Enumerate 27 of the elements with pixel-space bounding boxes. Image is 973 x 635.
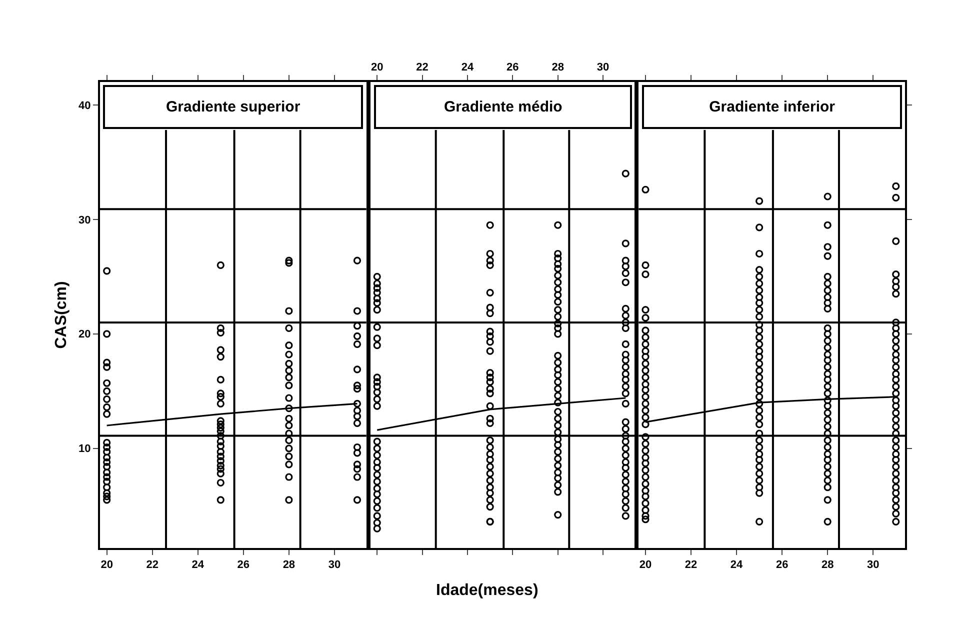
x-tick-label: 22 [146, 559, 158, 572]
x-tick-label: 26 [237, 559, 250, 572]
x-tick-label: 24 [192, 559, 205, 572]
x-tick-label: 22 [684, 559, 698, 572]
text: Gradiente inferior [709, 98, 836, 116]
text: Gradiente médio [444, 98, 562, 116]
x-tick-label: 28 [821, 559, 834, 572]
x-tick-label: 24 [461, 62, 474, 74]
y-tick-label: 20 [78, 328, 91, 341]
y-tick-label: 30 [78, 214, 91, 226]
y-tick-label: 40 [78, 100, 91, 112]
y-axis-title: CAS(cm) [52, 281, 70, 349]
x-tick-label: 28 [552, 62, 564, 74]
x-tick-label: 20 [100, 559, 113, 572]
x-tick-label: 26 [506, 62, 519, 74]
x-tick-label: 28 [282, 559, 296, 572]
x-axis-title: Idade(meses) [436, 582, 538, 599]
y-tick-label: 10 [78, 443, 91, 456]
x-tick-label: 22 [416, 62, 428, 74]
x-tick-label: 24 [730, 559, 744, 572]
x-tick-label: 20 [370, 62, 384, 74]
x-tick-label: 20 [639, 559, 652, 572]
text: Gradiente superior [166, 98, 300, 116]
x-tick-label: 30 [328, 559, 341, 572]
x-tick-label: 30 [596, 62, 610, 74]
x-tick-label: 26 [776, 559, 788, 572]
x-tick-label: 30 [867, 559, 880, 572]
